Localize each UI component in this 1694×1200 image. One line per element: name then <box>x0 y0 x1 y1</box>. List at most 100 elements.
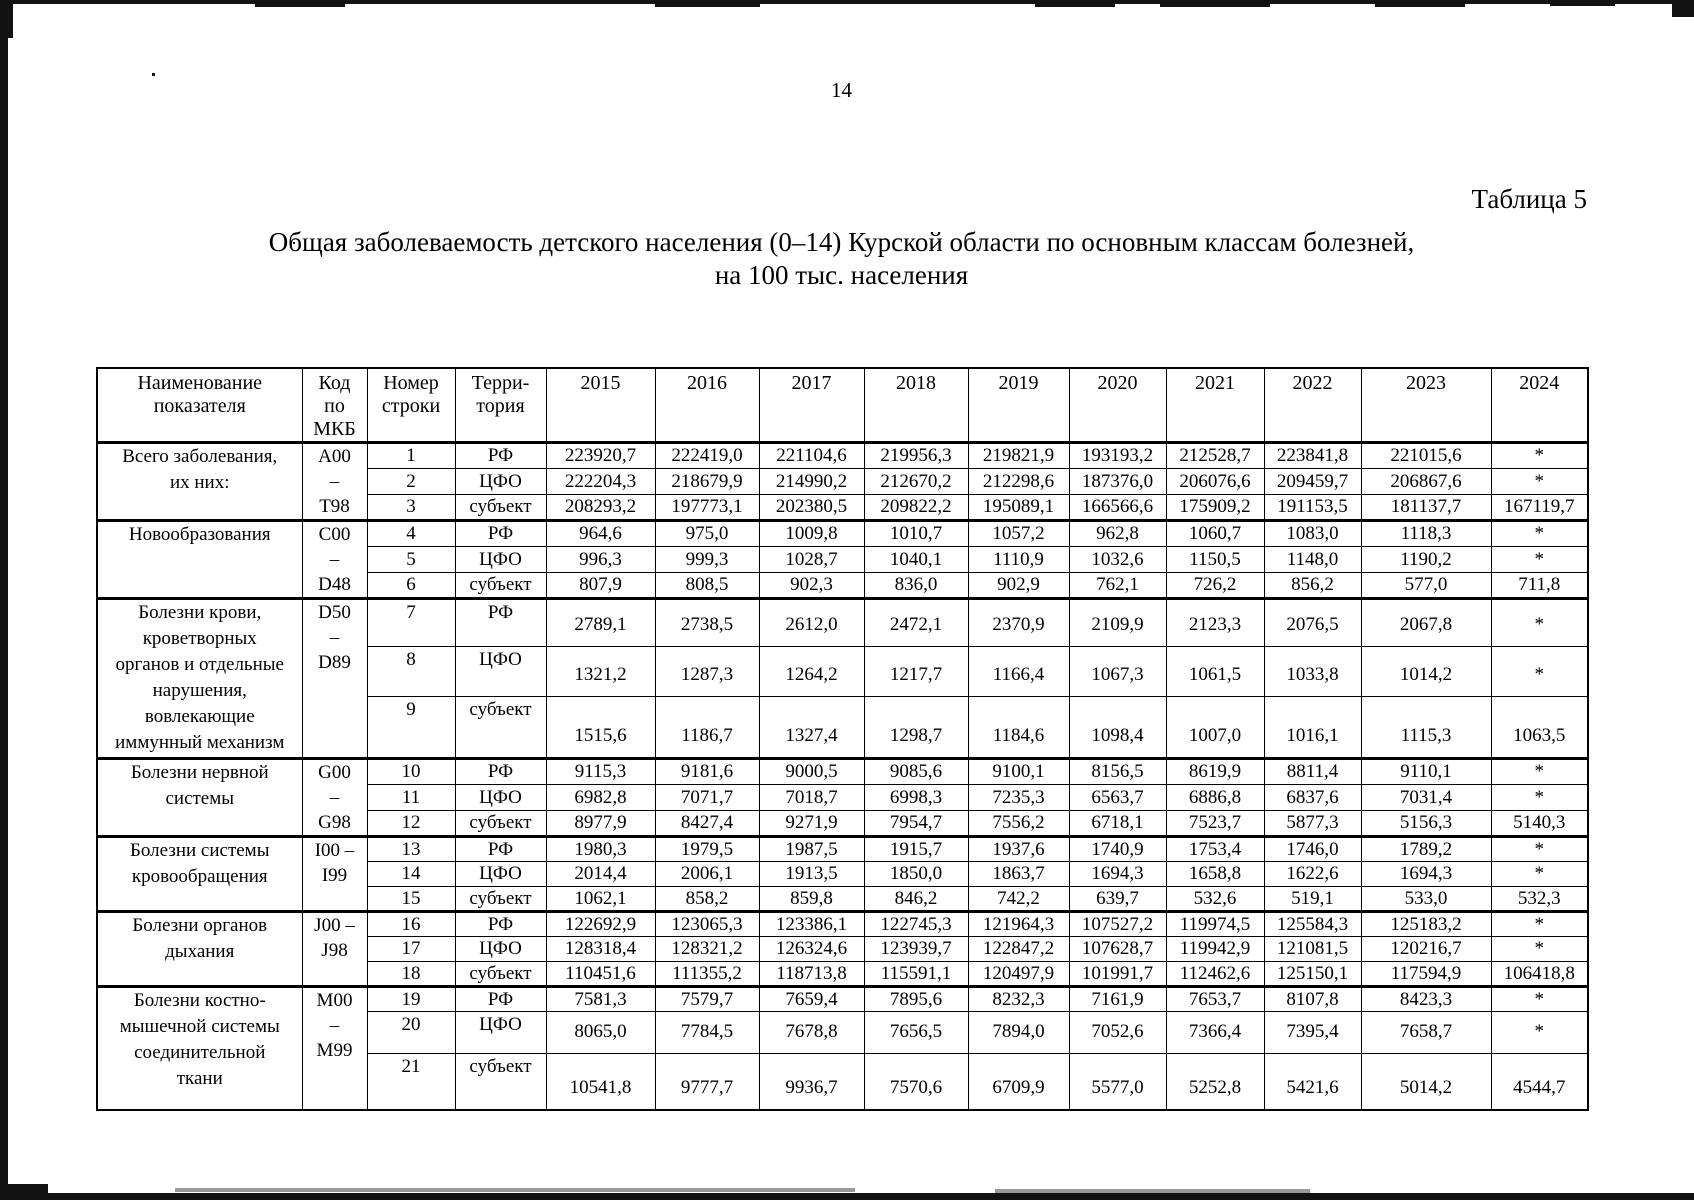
value-cell: 1287,3 <box>654 646 760 697</box>
scan-artifact-top-right-blob <box>1672 0 1694 17</box>
value-cell: 195089,1 <box>967 494 1070 521</box>
value-cell: 167119,7 <box>1490 494 1589 521</box>
value-cell: 125584,3 <box>1263 910 1362 937</box>
value-cell: 1980,3 <box>545 835 656 862</box>
territory-cell: субъект <box>454 810 547 837</box>
value-cell: 1789,2 <box>1360 835 1492 862</box>
value-cell: * <box>1490 468 1589 495</box>
data-row: 3 субъект 208293,2 197773,1 202380,5 209822,2… <box>97 494 1589 521</box>
value-cell: 1979,5 <box>654 835 760 862</box>
scan-artifact-top-segment <box>1160 0 1270 7</box>
value-cell: 1186,7 <box>654 696 760 759</box>
indicator-name-cell: Болезни органов дыхания <box>96 910 303 987</box>
value-cell: 1987,5 <box>758 835 865 862</box>
value-cell: 7071,7 <box>654 784 760 811</box>
col-header-year: 2023 <box>1360 367 1492 444</box>
value-cell: 6998,3 <box>863 784 969 811</box>
col-header-year: 2024 <box>1490 367 1589 444</box>
col-header-year: 2015 <box>545 367 656 444</box>
territory-cell: ЦФО <box>454 784 547 811</box>
value-cell: 1746,0 <box>1263 835 1362 862</box>
value-cell: 119974,5 <box>1165 910 1265 937</box>
indicator-name-cell: Болезни системы кровообращения <box>96 835 303 912</box>
table-caption: Таблица 5 <box>1471 184 1587 214</box>
value-cell: 166566,6 <box>1068 494 1167 521</box>
value-cell: 7579,7 <box>654 985 760 1012</box>
value-cell: 6563,7 <box>1068 784 1167 811</box>
value-cell: 1014,2 <box>1360 646 1492 697</box>
value-cell: 7395,4 <box>1263 1011 1362 1054</box>
value-cell: 577,0 <box>1360 572 1492 599</box>
value-cell: 222419,0 <box>654 441 760 469</box>
row-number-cell: 8 <box>366 646 456 697</box>
document-title: Общая заболеваемость детского населения … <box>96 226 1587 292</box>
value-cell: 859,8 <box>758 886 865 912</box>
value-cell: * <box>1490 519 1589 547</box>
territory-cell: РФ <box>454 835 547 862</box>
data-row: 14 ЦФО 2014,4 2006,1 1913,5 1850,0 1863,7 1694,… <box>97 861 1589 887</box>
value-cell: 1115,3 <box>1360 696 1492 759</box>
row-number-cell: 12 <box>366 810 456 837</box>
value-cell: 5421,6 <box>1263 1053 1362 1110</box>
value-cell: 1118,3 <box>1360 519 1492 547</box>
morbidity-table: Наименование показателя Код по МКБ Номер с… <box>96 367 1589 1111</box>
row-number-cell: 11 <box>366 784 456 811</box>
row-number-cell: 16 <box>366 910 456 937</box>
value-cell: 7656,5 <box>863 1011 969 1054</box>
data-row: 11 ЦФО 6982,8 7071,7 7018,7 6998,3 7235,3 6563,… <box>97 784 1589 811</box>
value-cell: 1658,8 <box>1165 861 1265 887</box>
territory-cell: РФ <box>454 985 547 1012</box>
value-cell: 1083,0 <box>1263 519 1362 547</box>
value-cell: 120497,9 <box>967 961 1070 987</box>
value-cell: * <box>1490 441 1589 469</box>
value-cell: 2006,1 <box>654 861 760 887</box>
value-cell: 2472,1 <box>863 597 969 647</box>
row-number-cell: 2 <box>366 468 456 495</box>
value-cell: 2109,9 <box>1068 597 1167 647</box>
value-cell: 9115,3 <box>545 757 656 785</box>
territory-cell: РФ <box>454 597 547 647</box>
value-cell: 191153,5 <box>1263 494 1362 521</box>
icd-code-cell: I00 – I99 <box>301 835 368 912</box>
territory-cell: ЦФО <box>454 468 547 495</box>
data-row: 21 субъект 10541,8 9777,7 9936,7 7570,6 6709,9… <box>97 1053 1589 1110</box>
value-cell: 836,0 <box>863 572 969 599</box>
value-cell: 219821,9 <box>967 441 1070 469</box>
value-cell: 7894,0 <box>967 1011 1070 1054</box>
value-cell: 101991,7 <box>1068 961 1167 987</box>
value-cell: 6709,9 <box>967 1053 1070 1110</box>
icd-code-cell: M00 – M99 <box>301 985 368 1110</box>
value-cell: 1007,0 <box>1165 696 1265 759</box>
value-cell: 222204,3 <box>545 468 656 495</box>
icd-code-cell: G00 – G98 <box>301 757 368 837</box>
value-cell: 1913,5 <box>758 861 865 887</box>
value-cell: 639,7 <box>1068 886 1167 912</box>
value-cell: 1057,2 <box>967 519 1070 547</box>
value-cell: 1915,7 <box>863 835 969 862</box>
data-row: 15 субъект 1062,1 858,2 859,8 846,2 742,2 639,7… <box>97 886 1589 912</box>
indicator-name-cell: Болезни костно- мышечной системы соедини… <box>96 985 303 1110</box>
scan-artifact-top-segment <box>1550 0 1615 6</box>
scan-artifact-bottom-strip <box>0 1193 1694 1200</box>
data-row: Новообразования C00 – D48 4 РФ 964,6 975,0 100… <box>96 519 1589 599</box>
value-cell: 121964,3 <box>967 910 1070 937</box>
value-cell: 7235,3 <box>967 784 1070 811</box>
row-number-cell: 19 <box>366 985 456 1012</box>
col-header-year: 2017 <box>758 367 865 444</box>
data-row: 9 субъект 1515,6 1186,7 1327,4 1298,7 1184,6 10… <box>97 696 1589 759</box>
indicator-name-cell: Новообразования <box>96 519 303 599</box>
value-cell: * <box>1490 546 1589 573</box>
value-cell: 1067,3 <box>1068 646 1167 697</box>
value-cell: 1217,7 <box>863 646 969 697</box>
value-cell: * <box>1490 835 1589 862</box>
value-cell: 193193,2 <box>1068 441 1167 469</box>
value-cell: 9271,9 <box>758 810 865 837</box>
data-row: Болезни нервной системы G00 – G98 10 РФ 9115… <box>96 757 1589 837</box>
scan-artifact-top-segment <box>255 0 345 7</box>
value-cell: 5140,3 <box>1490 810 1589 837</box>
value-cell: 110451,6 <box>545 961 656 987</box>
icd-code-cell: J00 – J98 <box>301 910 368 987</box>
value-cell: 2014,4 <box>545 861 656 887</box>
value-cell: 8107,8 <box>1263 985 1362 1012</box>
